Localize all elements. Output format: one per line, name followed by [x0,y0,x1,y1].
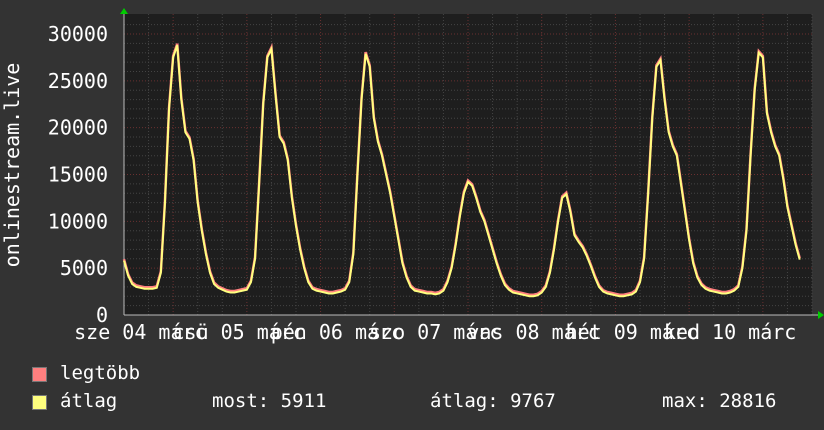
legend-swatch-max [32,367,47,382]
legend-swatch-avg [32,395,47,410]
legend-avg-label: átlag [60,390,118,412]
x-tick-label: ked 10 márc [664,320,796,344]
x-tick-label: sze 04 márc [74,320,206,344]
stat-avg: átlag: 9767 [430,390,556,412]
y-tick-label: 15000 [48,163,108,187]
legend-max-label: legtöbb [60,362,141,384]
y-tick-label: 5000 [60,256,108,280]
y-tick-label: 20000 [48,116,108,140]
x-tick-label: hét 09 márc [566,320,698,344]
y-tick-label: 30000 [48,22,108,46]
x-tick-label: szo 07 márc [369,320,501,344]
y-tick-label: 10000 [48,209,108,233]
y-tick-label: 0 [96,303,108,327]
stat-max: max: 28816 [662,390,777,412]
x-tick-label: csü 05 márc [172,320,304,344]
x-tick-label: vas 08 márc [467,320,599,344]
y-tick-label: 25000 [48,69,108,93]
stat-now: most: 5911 [212,390,327,412]
x-axis-arrow [818,311,824,319]
x-tick-label: pén 06 márc [271,320,403,344]
y-axis-arrow [120,8,128,14]
series-line-avg [123,44,801,298]
y-axis-label: onlinestream.live [0,63,24,268]
